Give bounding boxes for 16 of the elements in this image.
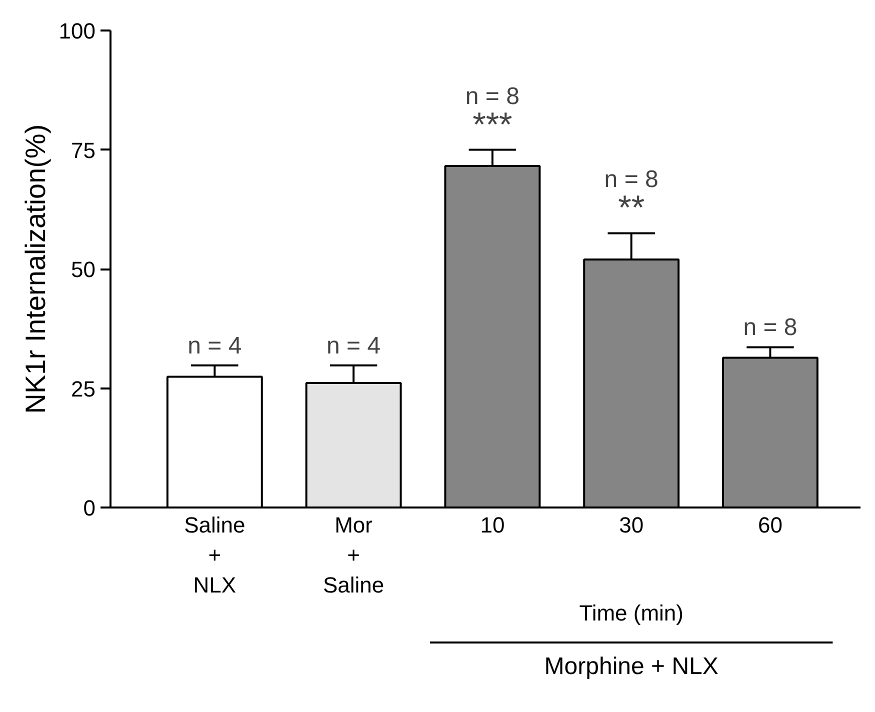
- y-tick-label: 50: [71, 257, 96, 282]
- annotation: n = 8: [743, 314, 798, 342]
- x-tick-label: 60: [758, 512, 782, 538]
- x-axis-title: Time (min): [579, 600, 684, 626]
- y-axis-title: NK1r Internalization(%): [20, 124, 51, 414]
- x-tick-label: 10: [480, 512, 505, 538]
- y-tick-label: 75: [71, 138, 96, 163]
- text: Morphine + NLX: [544, 653, 718, 680]
- x-tick-label: Mor + Saline: [322, 512, 384, 598]
- annotation: n = 4: [326, 332, 381, 360]
- annotation: n = 4: [188, 332, 242, 360]
- y-tick-label: 100: [58, 18, 96, 44]
- x-tick-label: Saline + NLX: [184, 512, 246, 598]
- y-tick-label: 25: [71, 376, 96, 402]
- x-tick-label: 30: [619, 512, 644, 538]
- y-tick-label: 0: [83, 496, 96, 520]
